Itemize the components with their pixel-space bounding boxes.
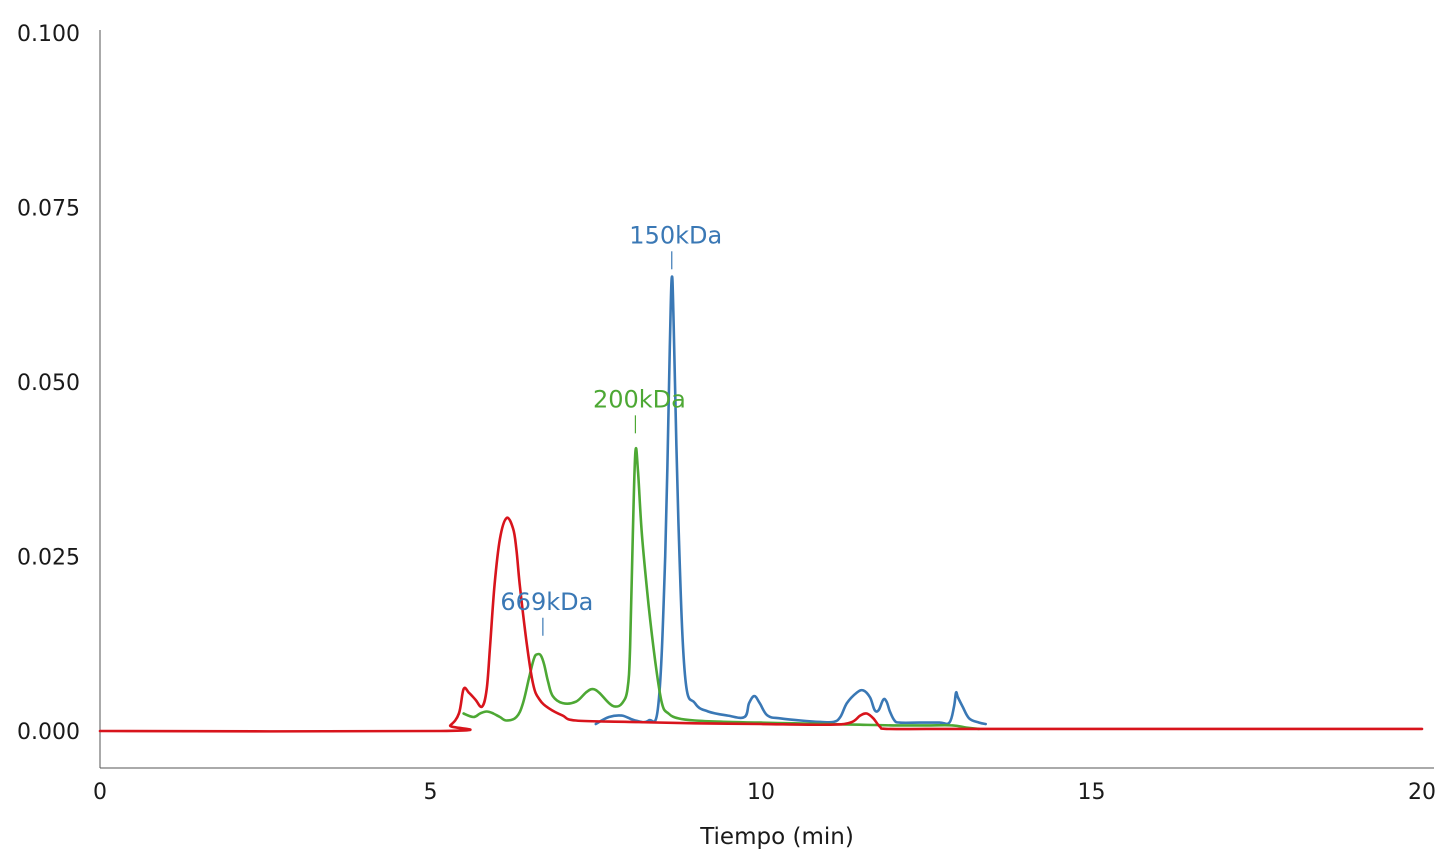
x-axis-title: Tiempo (min) <box>699 824 854 850</box>
annotation-label: 150kDa <box>629 221 722 249</box>
annotation-label: 200kDa <box>593 385 686 413</box>
x-tick-label: 15 <box>1078 780 1106 805</box>
y-tick-label: 0.050 <box>17 371 80 396</box>
y-tick-labels: 0.000 0.025 0.050 0.075 0.100 <box>17 22 80 745</box>
x-tick-labels: 0 5 10 15 20 <box>93 780 1436 805</box>
annotation-label: 669kDa <box>500 588 593 616</box>
y-tick-label: 0.025 <box>17 546 80 571</box>
series-group <box>98 275 1424 733</box>
x-tick-label: 0 <box>93 780 107 805</box>
plot-lines <box>99 30 1434 769</box>
x-tick-label: 20 <box>1408 780 1436 805</box>
x-tick-label: 10 <box>747 780 775 805</box>
x-tick-label: 5 <box>424 780 438 805</box>
y-tick-label: 0.000 <box>17 720 80 745</box>
y-tick-label: 0.075 <box>17 197 80 222</box>
peak-annotations: 669kDa 200kDa 150kDa <box>500 221 722 636</box>
y-tick-label: 0.100 <box>17 22 80 47</box>
series-line-3 <box>98 516 1424 733</box>
series-line-1 <box>594 275 987 726</box>
